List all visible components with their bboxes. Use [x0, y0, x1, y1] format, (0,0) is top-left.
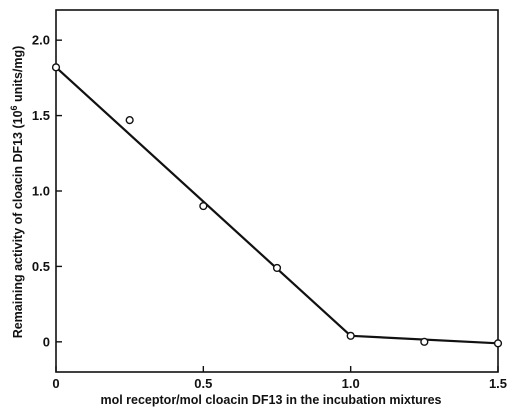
y-tick-label: 1.0 — [32, 184, 50, 199]
x-axis-title: mol receptor/mol cloacin DF13 in the inc… — [100, 393, 441, 407]
data-point — [199, 201, 208, 211]
y-tick-label: 1.5 — [32, 108, 50, 123]
data-points — [51, 63, 503, 348]
plot-frame — [55, 9, 499, 373]
x-tick-label: 1.0 — [342, 376, 360, 391]
plot-border — [55, 9, 499, 373]
x-tick-label: 1.5 — [489, 376, 507, 391]
axis-titles: mol receptor/mol cloacin DF13 in the inc… — [9, 46, 442, 407]
y-axis-title-after: units/mg) — [11, 46, 25, 106]
data-point — [51, 63, 61, 72]
fit-line-group — [55, 66, 499, 345]
data-point — [272, 263, 282, 273]
y-tick-label: 0 — [43, 334, 50, 349]
data-point — [346, 331, 355, 340]
y-axis-title: Remaining activity of cloacin DF13 (106 … — [9, 46, 25, 339]
y-axis-title-before: Remaining activity of cloacin DF13 (10 — [11, 110, 25, 338]
data-point — [420, 337, 429, 346]
x-tick-label: 0 — [52, 376, 59, 391]
x-axis-ticks: 0 0.5 1.0 1.5 — [52, 366, 507, 391]
data-point — [125, 116, 134, 125]
y-tick-label: 2.0 — [32, 33, 50, 48]
fit-line — [55, 66, 499, 345]
x-tick-label: 0.5 — [194, 376, 212, 391]
y-axis-title-superscript: 6 — [9, 105, 19, 110]
y-tick-label: 0.5 — [32, 259, 50, 274]
y-axis-ticks: 0 0.5 1.0 1.5 2.0 — [32, 33, 62, 349]
data-point — [493, 339, 503, 348]
